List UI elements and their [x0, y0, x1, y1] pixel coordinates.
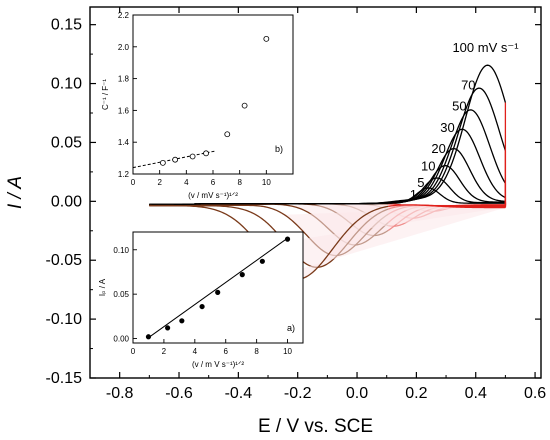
- inset-y-tick-label: 0.00: [113, 335, 129, 344]
- inset-y-tick-label: 2.0: [118, 43, 130, 52]
- inset-y-tick-label: 2.2: [118, 11, 130, 20]
- main-x-tick-label: -0.4: [225, 385, 253, 402]
- inset-x-tick-label: 8: [254, 347, 259, 356]
- inset-data-point: [215, 289, 221, 295]
- inset-y-tick-label: 0.10: [113, 246, 129, 255]
- inset-data-point: [239, 272, 245, 278]
- inset-panel-label: a): [287, 323, 295, 333]
- main-x-tick-label: 0.0: [346, 385, 368, 402]
- inset-data-point: [224, 131, 231, 138]
- inset-data-point: [203, 150, 209, 157]
- inset-x-tick-label: 2: [157, 178, 162, 187]
- inset-data-point: [241, 102, 248, 109]
- main-x-tick-label: 0.4: [465, 385, 487, 402]
- inset-x-tick-label: 4: [184, 178, 189, 187]
- inset-data-point: [263, 35, 270, 42]
- main-y-tick-label: -0.10: [46, 311, 83, 328]
- main-y-tick-label: -0.05: [46, 252, 83, 269]
- main-y-axis-title: I / A: [5, 176, 26, 209]
- main-chart: -0.8 -0.6 -0.4 -0.2 0.0 0.2 0.4 0.6 -0.15 -0.10 -0…: [5, 6, 546, 437]
- scan-rate-label: 5: [417, 175, 424, 190]
- main-y-tick-label: 0.05: [51, 134, 82, 151]
- inset-x-tick-label: 4: [193, 347, 198, 356]
- inset-fit-line: [148, 237, 288, 339]
- inset-data-point: [259, 258, 265, 264]
- main-plot-frame: [89, 6, 542, 379]
- main-x-tick-label: -0.2: [284, 385, 312, 402]
- inset-panel-label: b): [275, 144, 283, 154]
- cv-anodic-100: [149, 64, 507, 206]
- inset-x-tick-label: 10: [283, 347, 292, 356]
- inset-y-tick-label: 1.4: [118, 138, 130, 147]
- inset-x-tick-label: 8: [237, 178, 242, 187]
- inset-y-tick-label: 1.8: [118, 75, 130, 84]
- cv-return-100: [388, 204, 506, 209]
- main-y-tick-label: 0.15: [51, 17, 82, 34]
- inset-data-point: [165, 325, 171, 331]
- inset-y-axis-title: C⁻¹ / F⁻¹: [101, 79, 110, 110]
- inset-x-tick-label: 10: [262, 178, 271, 187]
- main-x-tick-label: -0.8: [106, 385, 134, 402]
- scan-rate-label: 30: [440, 120, 454, 135]
- inset-x-tick-label: 6: [224, 347, 229, 356]
- scan-rate-label: 10: [421, 159, 435, 174]
- inset-y-tick-label: 0.05: [113, 290, 129, 299]
- inset-data-point: [179, 318, 185, 324]
- inset-y-axis-title: Iₚ / A: [98, 278, 107, 296]
- main-x-tick-label: 0.6: [524, 385, 546, 402]
- main-x-axis-title: E / V vs. SCE: [258, 416, 373, 437]
- scan-rate-label: 100 mV s⁻¹: [452, 40, 519, 55]
- inset-x-axis-title: (v / m V s⁻¹)¹ᐟ²: [192, 360, 244, 369]
- main-x-tick-label: -0.6: [165, 385, 193, 402]
- inset-a-chart: 0 2 4 6 8 10 0.00 0.05 0.10 a) (v / m V s⁻¹)¹ᐟ² Iₚ …: [98, 231, 304, 369]
- inset-x-axis-title: (v / mV s⁻¹)¹ᐟ²: [188, 191, 238, 200]
- inset-y-tick-label: 1.6: [118, 106, 130, 115]
- scan-rate-label: 50: [452, 99, 466, 114]
- cv-fill-100: [284, 204, 506, 280]
- inset-x-tick-label: 2: [162, 347, 167, 356]
- main-y-tick-label: -0.15: [46, 370, 83, 387]
- inset-data-point: [189, 153, 196, 160]
- cv-curve-100: [149, 64, 507, 280]
- scan-rate-label: 70: [461, 77, 475, 92]
- main-y-tick-label: 0.00: [51, 193, 82, 210]
- inset-b-chart: 0 2 4 6 8 10 1.2 1.4 1.6 1.8 2.0 2.2 b) (v / mV s⁻¹)¹…: [101, 11, 294, 200]
- inset-x-tick-label: 0: [131, 178, 136, 187]
- inset-y-tick-label: 1.2: [118, 170, 130, 179]
- inset-data-point: [172, 156, 179, 163]
- inset-x-tick-label: 0: [131, 347, 136, 356]
- scan-rate-label: 20: [431, 141, 445, 156]
- inset-data-point: [199, 303, 205, 310]
- inset-data-point: [145, 334, 152, 340]
- scan-rate-label: 1: [410, 187, 417, 202]
- inset-x-tick-label: 6: [211, 178, 216, 187]
- inset-data-point: [159, 159, 166, 166]
- main-y-tick-label: 0.10: [51, 76, 82, 93]
- main-x-tick-label: 0.2: [405, 385, 427, 402]
- inset-data-point: [284, 236, 291, 242]
